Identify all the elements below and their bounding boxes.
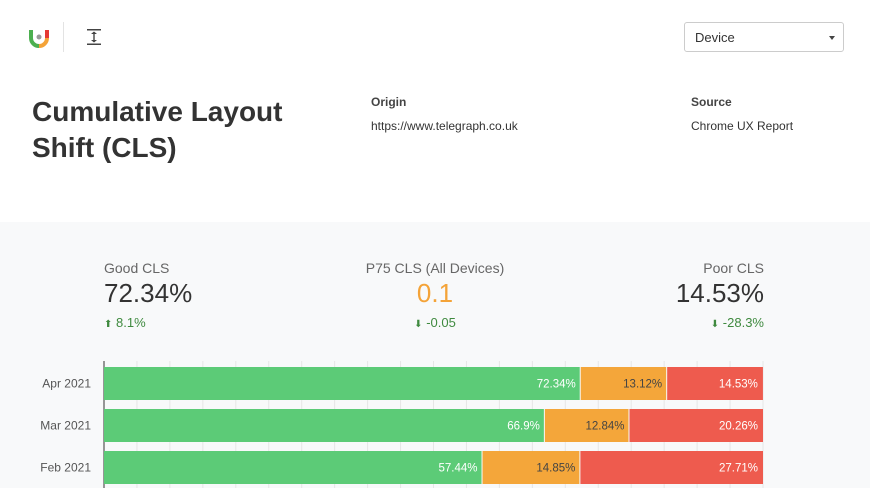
header-section: Device Cumulative Layout Shift (CLS) Orig…	[0, 0, 870, 222]
kpi-p75: P75 CLS (All Devices) 0.1 ⬇ -0.05	[325, 260, 545, 330]
kpi-delta: ⬇ -0.05	[414, 315, 456, 330]
kpi-label: P75 CLS (All Devices)	[365, 260, 505, 276]
bar-segment	[580, 367, 667, 400]
data-label: 14.53%	[719, 379, 758, 391]
data-label: 20.26%	[719, 421, 758, 433]
app-logo-icon	[29, 30, 49, 48]
kpi-label: Poor CLS	[703, 260, 764, 276]
data-label: 14.85%	[536, 463, 575, 475]
kpi-delta: ⬇ -28.3%	[710, 315, 764, 330]
arrow-up-icon: ⬆	[104, 319, 113, 330]
kpi-value: 0.1	[416, 278, 454, 308]
bar-segment	[104, 409, 544, 442]
bar-segment	[104, 451, 482, 484]
expand-vertical-icon[interactable]	[86, 27, 102, 47]
bar-segment	[482, 451, 580, 484]
page-title: Cumulative Layout Shift (CLS)	[32, 96, 283, 163]
arrow-down-icon: ⬇	[414, 319, 423, 330]
bar-segment	[104, 367, 580, 400]
data-label: 72.34%	[537, 379, 576, 391]
kpi-value: 72.34%	[104, 278, 193, 308]
data-label: 66.9%	[507, 421, 540, 433]
device-select-value: Device	[695, 30, 735, 45]
origin-value: https://www.telegraph.co.uk	[371, 119, 518, 133]
category-label: Apr 2021	[42, 377, 91, 391]
metrics-section: Good CLS 72.34% ⬆ 8.1% P75 CLS (All Devi…	[0, 222, 870, 488]
data-label: 57.44%	[439, 463, 478, 475]
divider	[63, 22, 64, 52]
category-label: Feb 2021	[40, 461, 91, 475]
category-label: Mar 2021	[40, 419, 91, 433]
kpi-value: 14.53%	[675, 278, 764, 308]
origin-label: Origin	[371, 95, 407, 109]
kpi-poor: Poor CLS 14.53% ⬇ -28.3%	[544, 260, 764, 330]
source-label: Source	[691, 95, 732, 109]
bar-segment	[667, 367, 763, 400]
kpi-delta: ⬆ 8.1%	[104, 315, 146, 330]
bar-segment	[629, 409, 763, 442]
cls-distribution-chart: Apr 2021 72.34% 13.12% 14.53% Mar 2021 66.9% 1…	[40, 361, 764, 488]
arrow-down-icon: ⬇	[710, 319, 720, 330]
data-label: 27.71%	[719, 463, 758, 475]
kpi-label: Good CLS	[104, 260, 170, 276]
source-value: Chrome UX Report	[691, 119, 794, 133]
data-label: 13.12%	[623, 379, 662, 391]
bar-segment	[544, 409, 629, 442]
device-select[interactable]: Device	[684, 22, 844, 52]
data-label: 12.84%	[585, 421, 624, 433]
caret-down-icon	[829, 36, 835, 40]
kpi-good: Good CLS 72.34% ⬆ 8.1%	[104, 260, 324, 330]
bar-segment	[580, 451, 763, 484]
